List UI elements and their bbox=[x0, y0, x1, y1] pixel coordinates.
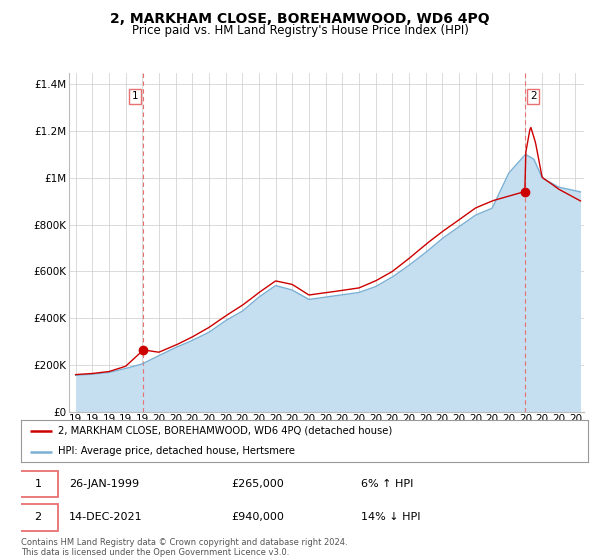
Text: 2: 2 bbox=[34, 512, 41, 522]
Text: 14% ↓ HPI: 14% ↓ HPI bbox=[361, 512, 421, 522]
Text: 1: 1 bbox=[132, 91, 139, 101]
Text: 2, MARKHAM CLOSE, BOREHAMWOOD, WD6 4PQ (detached house): 2, MARKHAM CLOSE, BOREHAMWOOD, WD6 4PQ (… bbox=[58, 426, 392, 436]
FancyBboxPatch shape bbox=[18, 504, 58, 531]
Text: 2: 2 bbox=[530, 91, 536, 101]
Text: Price paid vs. HM Land Registry's House Price Index (HPI): Price paid vs. HM Land Registry's House … bbox=[131, 24, 469, 36]
Text: 2, MARKHAM CLOSE, BOREHAMWOOD, WD6 4PQ: 2, MARKHAM CLOSE, BOREHAMWOOD, WD6 4PQ bbox=[110, 12, 490, 26]
Text: 14-DEC-2021: 14-DEC-2021 bbox=[69, 512, 143, 522]
Text: HPI: Average price, detached house, Hertsmere: HPI: Average price, detached house, Hert… bbox=[58, 446, 295, 456]
Text: £940,000: £940,000 bbox=[231, 512, 284, 522]
Text: 26-JAN-1999: 26-JAN-1999 bbox=[69, 479, 139, 489]
Text: Contains HM Land Registry data © Crown copyright and database right 2024.
This d: Contains HM Land Registry data © Crown c… bbox=[21, 538, 347, 557]
Text: 1: 1 bbox=[35, 479, 41, 489]
FancyBboxPatch shape bbox=[18, 470, 58, 497]
Text: £265,000: £265,000 bbox=[231, 479, 284, 489]
Text: 6% ↑ HPI: 6% ↑ HPI bbox=[361, 479, 413, 489]
